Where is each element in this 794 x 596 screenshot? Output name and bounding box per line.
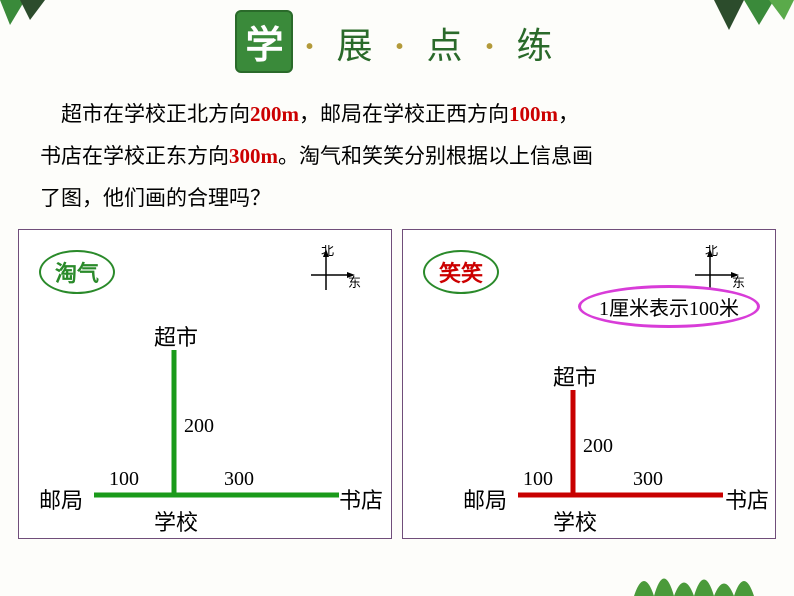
header-char-1: 展: [336, 26, 378, 66]
east-distance: 300: [224, 468, 254, 491]
leaf-decor-right: [674, 0, 794, 50]
west-distance: 100: [109, 468, 139, 491]
east-distance: 300: [633, 468, 663, 491]
header-text: · 展 · 点 · 练: [303, 17, 558, 69]
north-distance: 200: [184, 415, 214, 438]
leaf-decor-left: [0, 0, 80, 50]
xiaoxiao-diagram: 笑笑 北 东 1厘米表示100米 超市 邮局 书店 学校 200 100 300: [402, 229, 776, 539]
supermarket-label: 超市: [553, 360, 597, 392]
text: ，邮局在学校正西方向: [299, 102, 509, 126]
header-box-char: 学: [235, 10, 293, 73]
school-label: 学校: [154, 505, 198, 537]
text: 。淘气和笑笑分别根据以上信息画: [278, 144, 593, 168]
west-distance: 100: [523, 468, 553, 491]
distance-east: 300m: [229, 144, 278, 168]
diagrams-row: 淘气 北 东 超市 邮局 书店 学校 200 100 300 笑笑 北: [0, 219, 794, 539]
supermarket-label: 超市: [154, 320, 198, 352]
bookstore-label: 书店: [339, 483, 383, 515]
school-label: 学校: [553, 505, 597, 537]
text: ，: [558, 102, 579, 126]
bookstore-label: 书店: [725, 483, 769, 515]
header-dot: ·: [484, 26, 502, 66]
grass-decor: [634, 561, 754, 596]
text: 书店在学校正东方向: [40, 144, 229, 168]
distance-north: 200m: [250, 102, 299, 126]
postoffice-label: 邮局: [463, 483, 507, 515]
header-char-3: 练: [517, 26, 559, 66]
text: 了图，他们画的合理吗？: [40, 177, 754, 219]
problem-text: 超市在学校正北方向200m，邮局在学校正西方向100m， 书店在学校正东方向30…: [0, 93, 794, 219]
header-char-2: 点: [427, 26, 469, 66]
text: 超市在学校正北方向: [61, 102, 250, 126]
distance-west: 100m: [509, 102, 558, 126]
taoqi-diagram: 淘气 北 东 超市 邮局 书店 学校 200 100 300: [18, 229, 392, 539]
north-distance: 200: [583, 435, 613, 458]
header-dot: ·: [303, 26, 321, 66]
header-dot: ·: [393, 26, 411, 66]
postoffice-label: 邮局: [39, 483, 83, 515]
